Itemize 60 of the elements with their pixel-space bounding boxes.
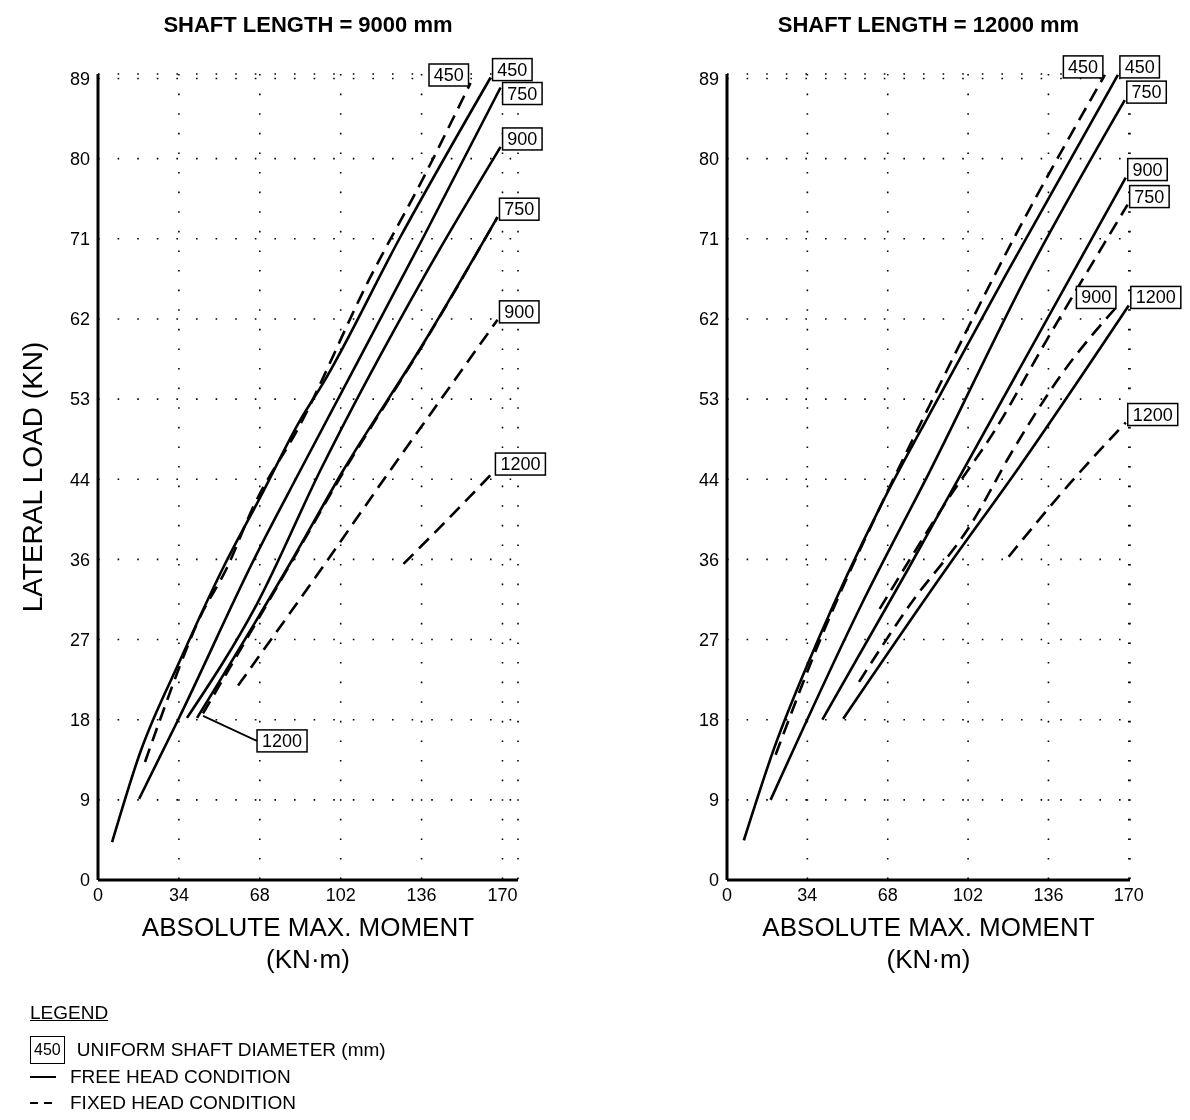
annotation: 1200: [1132, 404, 1173, 425]
text: UNIFORM SHAFT DIAMETER (mm): [76, 1038, 386, 1062]
chart-title: SHAFT LENGTH = 12000 mm: [776, 12, 1081, 38]
x-tick-label: 0: [92, 884, 104, 905]
x-tick-label: 68: [249, 884, 270, 905]
y-axis-title: LATERAL LOAD (KN): [16, 341, 48, 613]
annotation: 750: [507, 83, 538, 104]
y-tick-label: 18: [698, 710, 719, 731]
annotation: 1200: [1135, 287, 1176, 308]
annotation: 900: [1081, 287, 1112, 308]
y-tick-label: 62: [69, 309, 90, 330]
annotation: 450: [497, 59, 528, 80]
annotation: 750: [504, 199, 535, 220]
x-tick-label: 68: [877, 884, 898, 905]
x-tick-label: 102: [325, 884, 356, 905]
y-tick-label: 36: [698, 549, 719, 570]
y-tick-label: 27: [69, 629, 90, 650]
x-tick-label: 0: [721, 884, 733, 905]
annotation: 450: [1124, 56, 1155, 77]
text: FIXED HEAD CONDITION: [70, 1091, 296, 1115]
x-tick-label: 102: [953, 884, 984, 905]
y-tick-label: 9: [79, 790, 90, 811]
y-tick-label: 36: [69, 549, 90, 570]
annotation: 450: [1068, 56, 1099, 77]
text: FREE HEAD CONDITION: [70, 1065, 291, 1089]
x-tick-label: 34: [797, 884, 818, 905]
y-tick-label: 89: [69, 68, 90, 89]
annotation: 450: [433, 65, 464, 86]
y-tick-label: 80: [698, 149, 719, 170]
y-tick-label: 71: [698, 229, 719, 250]
y-tick-label: 18: [69, 710, 90, 731]
y-tick-label: 0: [708, 870, 719, 891]
y-tick-label: 44: [698, 469, 719, 490]
y-tick-label: 71: [69, 229, 90, 250]
annotation: 750: [1131, 82, 1162, 103]
annotation: 1200: [500, 454, 541, 475]
x-tick-label: 136: [1033, 884, 1064, 905]
x-axis-title: ABSOLUTE MAX. MOMENT (KN·m): [141, 912, 475, 974]
annotation: 900: [504, 301, 535, 322]
y-tick-label: 89: [698, 68, 719, 89]
y-tick-label: 53: [69, 389, 90, 410]
x-axis-title: ABSOLUTE MAX. MOMENT (KN·m): [762, 912, 1095, 974]
y-tick-label: 80: [69, 149, 90, 170]
y-tick-label: 53: [698, 389, 719, 410]
annotation: 1200: [262, 730, 303, 751]
legend-title: LEGEND: [30, 1001, 110, 1025]
y-tick-label: 27: [698, 629, 719, 650]
text: 450: [30, 1036, 65, 1064]
y-tick-label: 9: [708, 790, 719, 811]
annotation: 900: [507, 128, 538, 149]
y-tick-label: 44: [69, 469, 90, 490]
y-tick-label: 62: [698, 309, 719, 330]
x-tick-label: 34: [168, 884, 189, 905]
x-tick-label: 170: [1113, 884, 1144, 905]
y-tick-label: 0: [79, 870, 90, 891]
annotation: 900: [1132, 159, 1163, 180]
chart-title: SHAFT LENGTH = 9000 mm: [162, 12, 454, 38]
x-tick-label: 170: [487, 884, 518, 905]
x-tick-label: 136: [406, 884, 437, 905]
annotation: 750: [1134, 186, 1165, 207]
